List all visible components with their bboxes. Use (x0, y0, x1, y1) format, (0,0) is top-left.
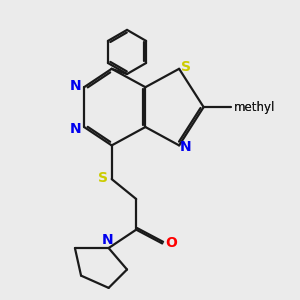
Text: N: N (180, 140, 192, 154)
Text: N: N (101, 233, 113, 248)
Text: N: N (70, 79, 81, 93)
Text: N: N (70, 122, 81, 136)
Text: S: S (181, 60, 191, 74)
Text: methyl: methyl (234, 100, 275, 114)
Text: O: O (165, 236, 177, 250)
Text: methyl: methyl (234, 100, 275, 114)
Text: S: S (98, 171, 108, 184)
